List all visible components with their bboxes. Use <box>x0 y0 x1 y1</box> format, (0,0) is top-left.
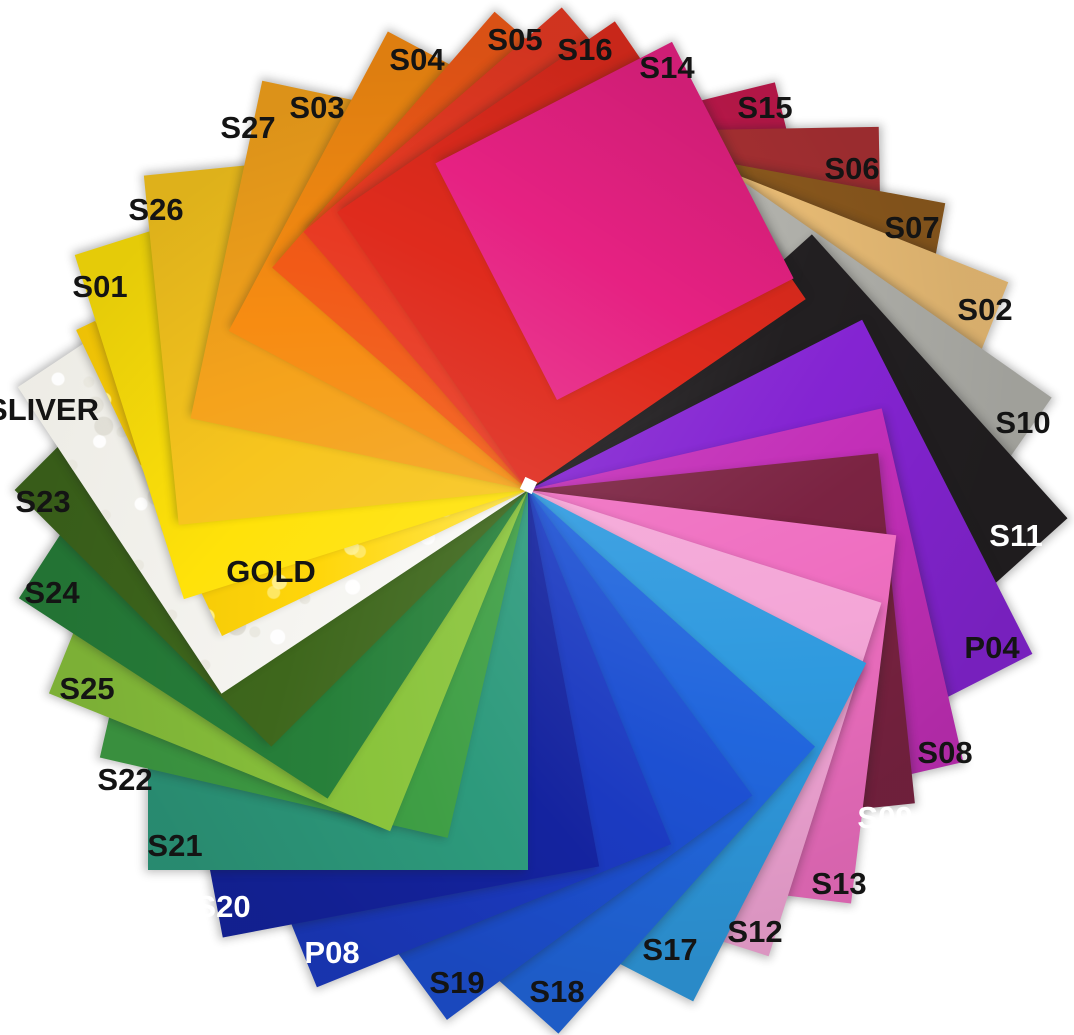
sheet-label-s22: S22 <box>97 762 153 797</box>
sheet-label-s07: S07 <box>884 210 940 245</box>
sheet-label-s03: S03 <box>289 90 345 125</box>
sheet-label-s06: S06 <box>824 151 880 186</box>
sheet-label-s17: S17 <box>642 932 698 967</box>
sheet-label-s21: S21 <box>147 828 203 863</box>
sheet-label-s10: S10 <box>995 405 1051 440</box>
sheet-label-p08: P08 <box>304 935 360 970</box>
sheet-label-s25: S25 <box>59 671 115 706</box>
sheet-label-s01: S01 <box>72 269 128 304</box>
sheet-label-gold: GOLD <box>226 554 316 589</box>
sheet-label-s08: S08 <box>917 735 973 770</box>
sheet-label-s09: S09 <box>857 800 913 835</box>
sheet-label-s27: S27 <box>220 110 276 145</box>
sheet-label-s16: S16 <box>557 32 613 67</box>
sheet-label-s15: S15 <box>737 90 793 125</box>
sheet-label-s05: S05 <box>487 22 543 57</box>
sheet-label-s24: S24 <box>24 575 80 610</box>
sheet-label-s11: S11 <box>989 518 1043 553</box>
sheet-label-s18: S18 <box>529 974 585 1009</box>
sheet-label-s23: S23 <box>15 484 71 519</box>
sheet-label-s04: S04 <box>389 42 445 77</box>
sheet-label-s14: S14 <box>639 50 695 85</box>
sheet-label-s12: S12 <box>727 914 783 949</box>
sheet-label-s02: S02 <box>957 292 1013 327</box>
sheet-label-s19: S19 <box>429 965 485 1000</box>
sheet-label-sliver: SLIVER <box>0 392 99 427</box>
sheet-label-p04: P04 <box>964 630 1020 665</box>
sheet-label-s13: S13 <box>811 866 867 901</box>
sheet-label-s26: S26 <box>128 192 184 227</box>
sheet-label-s20: S20 <box>195 889 251 924</box>
